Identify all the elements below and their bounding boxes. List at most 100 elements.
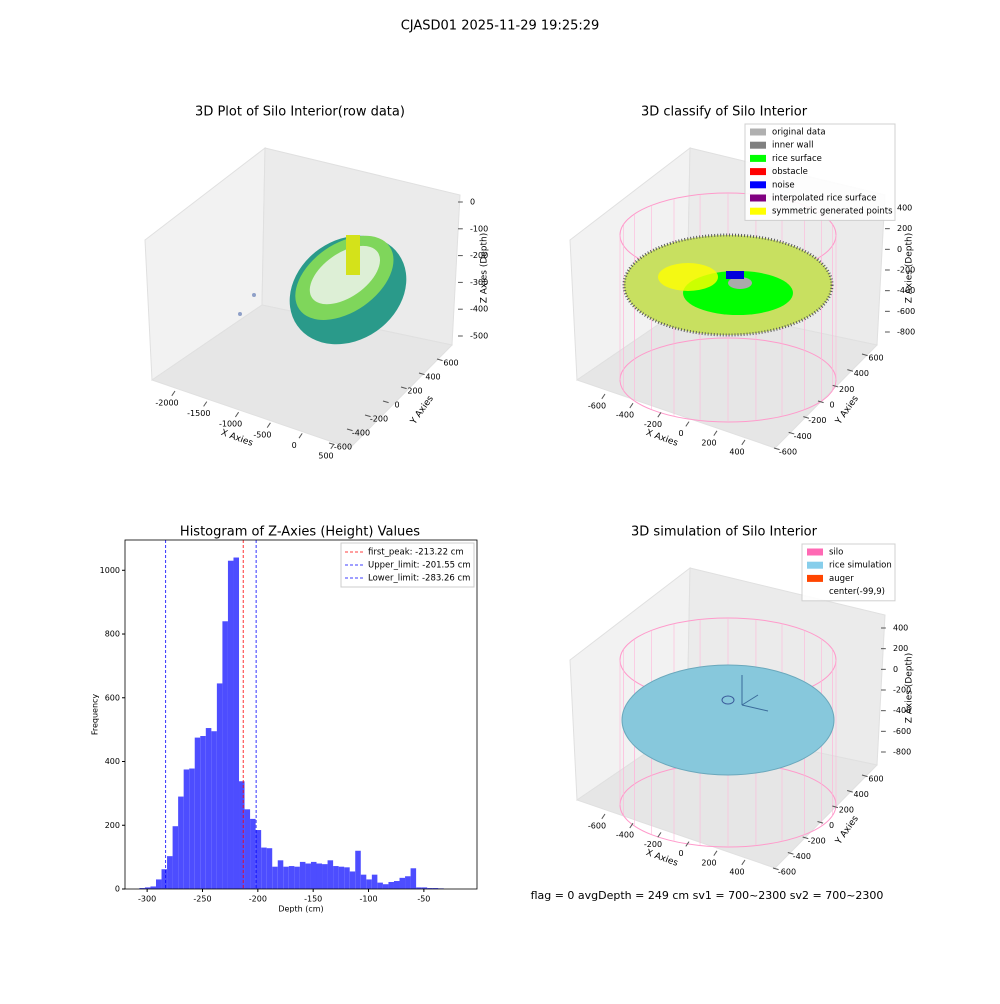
y-tick-label: 1000 bbox=[100, 566, 120, 575]
z-tick-label: -200 bbox=[897, 266, 915, 275]
legend-swatch bbox=[750, 128, 766, 136]
bar bbox=[333, 866, 339, 889]
legend-label: noise bbox=[772, 180, 795, 190]
x-axis-label: Depth (cm) bbox=[278, 905, 323, 914]
z-tick-label: -400 bbox=[893, 706, 911, 715]
y-tick-label: 200 bbox=[839, 806, 854, 815]
bar bbox=[222, 621, 228, 889]
bar bbox=[349, 871, 356, 889]
legend-label: Upper_limit: -201.55 cm bbox=[368, 561, 471, 571]
z-tick-label: 0 bbox=[470, 198, 475, 207]
bar bbox=[205, 728, 212, 889]
y-tick-label: -600 bbox=[334, 443, 352, 452]
noise-cluster bbox=[726, 271, 744, 279]
tick-mark bbox=[436, 358, 443, 362]
tick-mark bbox=[685, 421, 690, 427]
status-text: flag = 0 avgDepth = 249 cm sv1 = 700~230… bbox=[531, 889, 884, 902]
bar bbox=[161, 869, 168, 889]
bar bbox=[183, 769, 190, 889]
z-tick-label: -200 bbox=[470, 251, 488, 260]
bar bbox=[261, 847, 267, 889]
y-tick-label: 600 bbox=[105, 693, 120, 702]
axis-label: Z Axies (Depth) bbox=[905, 653, 915, 724]
z-tick-label: 400 bbox=[897, 204, 912, 213]
tick-mark bbox=[741, 859, 746, 866]
x-tick-label: 200 bbox=[701, 438, 716, 447]
axes-frame bbox=[124, 539, 478, 890]
bar bbox=[399, 877, 406, 889]
bar bbox=[227, 560, 234, 889]
auger-axis bbox=[741, 694, 759, 706]
axis-label: X Axies bbox=[219, 428, 254, 449]
legend-label: inner wall bbox=[772, 141, 813, 151]
bar bbox=[316, 863, 323, 889]
tick-mark bbox=[657, 412, 662, 418]
chart-title: 3D classify of Silo Interior bbox=[641, 105, 808, 120]
bar bbox=[388, 881, 394, 889]
legend-swatch bbox=[750, 141, 766, 149]
tick-mark bbox=[787, 852, 794, 855]
bar bbox=[272, 866, 278, 889]
legend-swatch bbox=[807, 561, 823, 569]
x-tick-label: 0 bbox=[678, 429, 683, 438]
x-tick-label: -300 bbox=[138, 895, 156, 904]
bar bbox=[189, 768, 195, 889]
tick-mark bbox=[772, 867, 779, 871]
tick-mark bbox=[713, 430, 718, 436]
legend-label: first_peak: -213.22 cm bbox=[368, 548, 464, 558]
x-tick-label: -2000 bbox=[155, 399, 178, 408]
axis-label: Z Axies (Depth) bbox=[905, 233, 915, 304]
axis-label: X Axies bbox=[644, 848, 679, 869]
auger-mark bbox=[721, 695, 735, 705]
tick-mark bbox=[601, 813, 606, 820]
bar bbox=[305, 863, 311, 889]
tick-mark bbox=[203, 401, 208, 407]
pane-floor bbox=[150, 304, 454, 449]
z-tick-label: -400 bbox=[897, 286, 915, 295]
x-tick-label: -400 bbox=[616, 831, 634, 840]
tick-mark bbox=[788, 431, 795, 435]
tick-mark bbox=[803, 416, 810, 419]
outlier bbox=[238, 312, 242, 316]
z-tick-label: -300 bbox=[470, 278, 488, 287]
x-tick-label: 0 bbox=[292, 441, 297, 450]
y-tick-label: -400 bbox=[352, 429, 370, 438]
x-tick-label: -500 bbox=[253, 430, 271, 439]
bar bbox=[216, 683, 223, 889]
chart-title: 3D simulation of Silo Interior bbox=[631, 525, 818, 540]
tick-mark bbox=[861, 774, 868, 778]
y-tick-label: -600 bbox=[778, 868, 796, 877]
y-tick-label: 0 bbox=[829, 401, 834, 410]
tick-mark bbox=[847, 369, 854, 372]
z-tick-label: -400 bbox=[470, 305, 488, 314]
tick-mark bbox=[741, 439, 746, 446]
bar bbox=[421, 887, 428, 889]
legend-box bbox=[340, 542, 475, 588]
bar bbox=[371, 874, 378, 889]
bar bbox=[393, 881, 400, 889]
x-tick-label: 200 bbox=[701, 858, 716, 867]
chart-title: 3D Plot of Silo Interior(row data) bbox=[195, 105, 405, 120]
tick-mark bbox=[330, 443, 335, 450]
figure-title: CJASD01 2025-11-29 19:25:29 bbox=[401, 19, 600, 34]
tick-mark bbox=[685, 841, 690, 847]
bar bbox=[283, 866, 289, 889]
z-tick-label: -600 bbox=[893, 727, 911, 736]
z-tick-label: -800 bbox=[897, 328, 915, 337]
z-tick-label: -200 bbox=[893, 686, 911, 695]
tick-mark bbox=[298, 433, 303, 439]
bar bbox=[239, 781, 245, 889]
x-tick-label: -200 bbox=[644, 420, 662, 429]
auger-axis bbox=[741, 704, 769, 712]
legend-label: silo bbox=[829, 548, 843, 558]
center-gray bbox=[728, 277, 752, 289]
bar bbox=[255, 830, 262, 889]
legend-label: interpolated rice surface bbox=[772, 194, 877, 204]
chart-title: Histogram of Z-Axies (Height) Values bbox=[180, 525, 420, 540]
y-tick-label: -400 bbox=[793, 852, 811, 861]
x-tick-label: 500 bbox=[318, 452, 333, 461]
axis-label: Y Axies bbox=[833, 814, 861, 847]
y-tick-label: -400 bbox=[794, 432, 812, 441]
y-tick-label: 0 bbox=[394, 401, 399, 410]
legend-swatch bbox=[750, 168, 766, 176]
